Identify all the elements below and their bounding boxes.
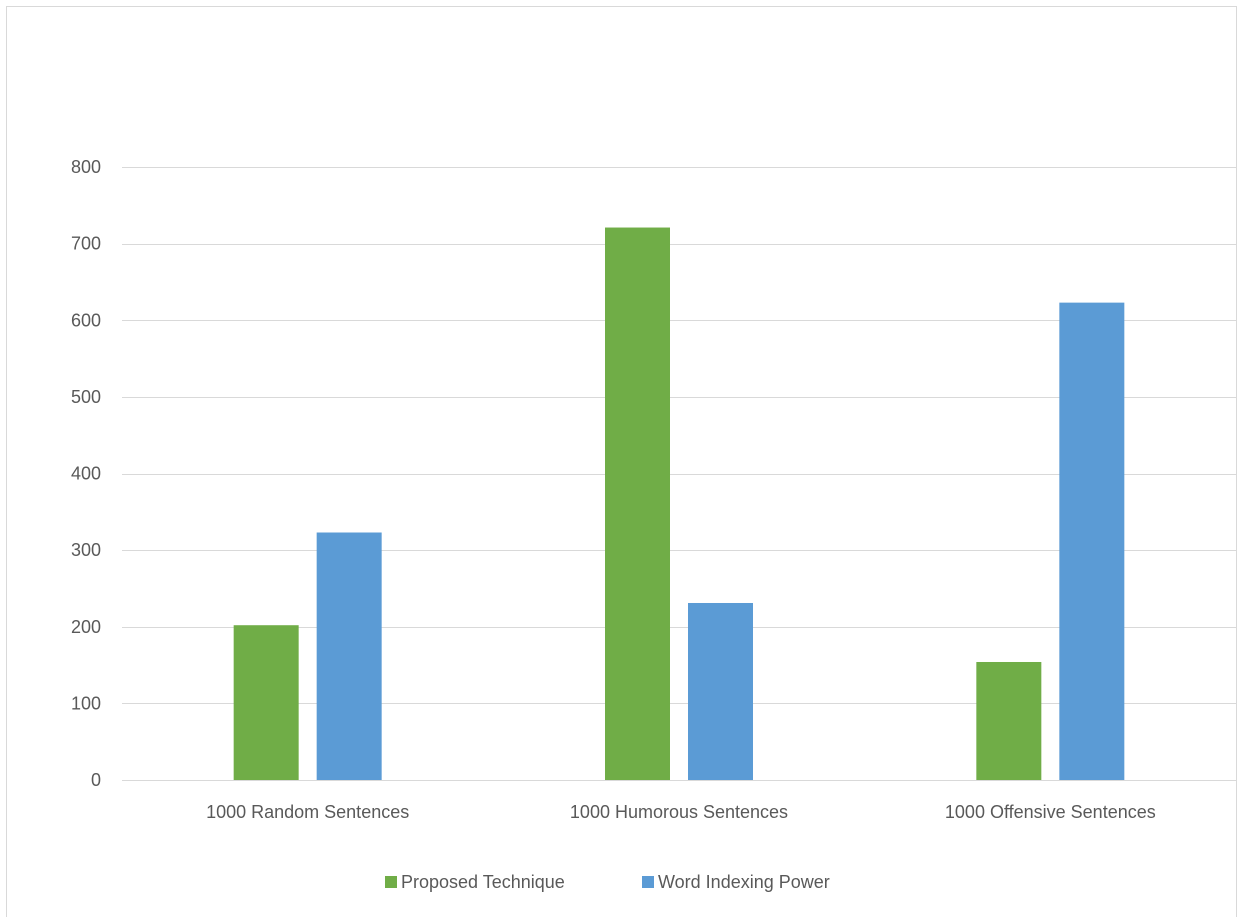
gridlines [122,167,1236,781]
legend-label: Proposed Technique [401,872,565,892]
y-tick-label: 200 [71,617,101,637]
y-tick-label: 100 [71,693,101,713]
y-tick-label: 700 [71,234,101,254]
bar-word-indexing-power-1 [316,532,382,780]
legend: Proposed Technique Word Indexing Power [385,872,830,892]
bar-proposed-technique-1 [233,625,299,780]
y-tick-label: 400 [71,464,101,484]
y-tick-label: 800 [71,157,101,177]
bars [233,227,1125,780]
bar-proposed-technique-3 [976,661,1042,780]
bar-proposed-technique-2 [605,227,670,780]
bar-word-indexing-power-3 [1059,302,1125,780]
legend-swatch-proposed-technique [385,876,397,888]
legend-label: Word Indexing Power [658,872,830,892]
y-axis-tick-labels: 0 100 200 300 400 500 600 700 800 [71,157,101,790]
x-axis-tick-labels: 1000 Random Sentences 1000 Humorous Sente… [206,802,1156,822]
x-tick-label: 1000 Random Sentences [206,802,409,822]
y-tick-label: 0 [91,770,101,790]
x-tick-label: 1000 Humorous Sentences [570,802,788,822]
y-tick-label: 600 [71,310,101,330]
y-tick-label: 500 [71,387,101,407]
y-tick-label: 300 [71,540,101,560]
x-tick-label: 1000 Offensive Sentences [945,802,1156,822]
legend-swatch-word-indexing-power [642,876,654,888]
chart-frame [6,6,1237,917]
bar-word-indexing-power-2 [688,602,753,780]
